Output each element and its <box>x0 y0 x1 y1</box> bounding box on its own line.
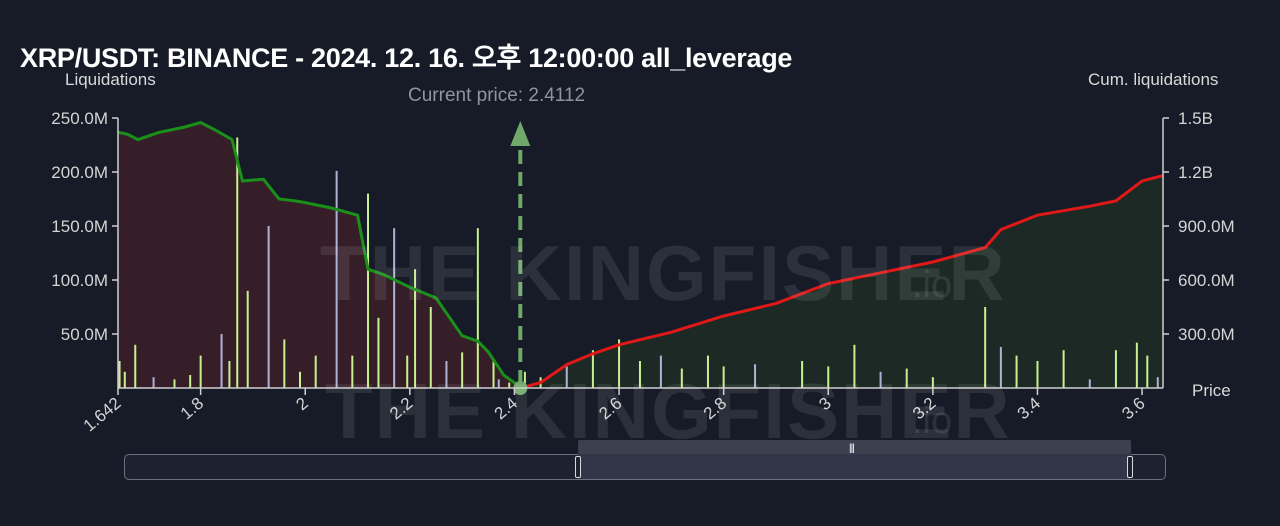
liquidation-bar <box>931 377 934 388</box>
liquidation-bar <box>123 371 126 388</box>
chart-title: XRP/USDT: BINANCE - 2024. 12. 16. 오후 12:… <box>20 43 793 73</box>
current-price-label: Current price: 2.4112 <box>408 85 586 106</box>
liquidation-bar <box>351 355 354 388</box>
liquidation-bar <box>680 368 683 388</box>
liquidation-bar <box>1062 350 1065 388</box>
liquidation-bar <box>476 228 479 388</box>
liquidation-bar <box>118 361 121 388</box>
liquidation-bar <box>905 368 908 388</box>
liquidation-bar <box>445 361 448 388</box>
liquidation-bar <box>220 334 223 388</box>
liquidation-bar <box>189 375 192 388</box>
navigator-right-handle[interactable] <box>1127 456 1133 478</box>
right-tick-label: 900.0M <box>1178 217 1235 236</box>
left-tick-label: 200.0M <box>51 163 108 182</box>
x-tick-label: 2 <box>292 394 311 415</box>
left-axis-title: Liquidations <box>65 70 156 89</box>
liquidation-bar <box>377 317 380 388</box>
left-tick-label: 150.0M <box>51 217 108 236</box>
liquidation-bar <box>228 361 231 388</box>
x-tick-label: 3.4 <box>1014 394 1044 424</box>
liquidation-bar <box>492 361 495 388</box>
liquidation-bar <box>1135 342 1138 388</box>
liquidation-bar <box>314 355 317 388</box>
liquidation-bar <box>722 366 725 388</box>
liquidation-bar <box>134 344 137 388</box>
right-tick-label: 1.2B <box>1178 163 1213 182</box>
right-tick-label: 300.0M <box>1178 325 1235 344</box>
short-cumulative-line <box>117 120 522 390</box>
left-tick-label: 250.0M <box>51 109 108 128</box>
liquidation-bar <box>497 379 500 388</box>
liquidation-bar <box>591 350 594 388</box>
liquidation-bar <box>367 193 370 388</box>
liquidation-bar <box>754 364 757 388</box>
liquidation-bar <box>199 355 202 388</box>
liquidation-bar <box>236 137 239 388</box>
current-price-arrow <box>510 121 531 146</box>
liquidation-bar <box>1114 350 1117 388</box>
liquidation-bar <box>999 346 1002 388</box>
liquidation-bar <box>1156 377 1159 388</box>
right-axis-title: Cum. liquidations <box>1088 70 1219 89</box>
liquidation-bar <box>406 355 409 388</box>
x-axis-title: Price <box>1192 381 1231 400</box>
liquidation-bar <box>659 355 662 388</box>
right-tick-label: 600.0M <box>1178 271 1235 290</box>
liquidation-bar <box>461 352 464 388</box>
left-tick-label: 50.0M <box>61 325 108 344</box>
liquidation-bar <box>429 307 432 388</box>
liquidation-bar <box>393 228 396 388</box>
liquidation-bar <box>1146 355 1149 388</box>
right-tick-label: 1.5B <box>1178 109 1213 128</box>
watermark-logo: THE KINGFISHER <box>320 229 1007 317</box>
liquidation-bar <box>335 170 338 388</box>
liquidation-bar <box>1015 355 1018 388</box>
liquidation-bar <box>414 269 417 388</box>
liquidation-bar <box>879 371 882 388</box>
liquidation-bar <box>565 366 568 388</box>
long-cumulative-line <box>519 174 1164 390</box>
liquidation-bar <box>299 371 302 388</box>
liquidation-bar <box>173 379 176 388</box>
liquidation-bar <box>618 339 621 388</box>
liquidation-bar <box>984 307 987 388</box>
navigator-selection[interactable] <box>578 454 1131 479</box>
x-tick-label: 1.642 <box>80 394 125 436</box>
liquidation-bar <box>638 361 641 388</box>
navigator-grip-icon[interactable]: ||| <box>849 443 855 454</box>
liquidation-bar <box>827 366 830 388</box>
liquidation-bar <box>523 371 526 388</box>
short-cumulative-area <box>118 122 521 388</box>
x-tick-label: 1.8 <box>177 394 207 424</box>
liquidation-bar <box>246 290 249 388</box>
x-tick-label: 3.6 <box>1118 394 1148 424</box>
liquidation-bar <box>706 355 709 388</box>
left-tick-label: 100.0M <box>51 271 108 290</box>
liquidation-bar <box>152 377 155 388</box>
navigator-scrollbar[interactable]: ||| <box>578 440 1131 454</box>
liquidation-bar <box>1088 379 1091 388</box>
liquidation-bar <box>508 382 511 388</box>
navigator-window[interactable]: ||| <box>575 440 1133 480</box>
watermark-io: .io <box>912 264 953 306</box>
liquidation-bar <box>267 226 270 388</box>
liquidation-bar <box>801 361 804 388</box>
liquidation-bar <box>283 339 286 388</box>
navigator-left-handle[interactable] <box>575 456 581 478</box>
liquidation-bar <box>853 344 856 388</box>
watermark-io-lower: .io <box>912 400 953 442</box>
liquidation-bar <box>1036 361 1039 388</box>
